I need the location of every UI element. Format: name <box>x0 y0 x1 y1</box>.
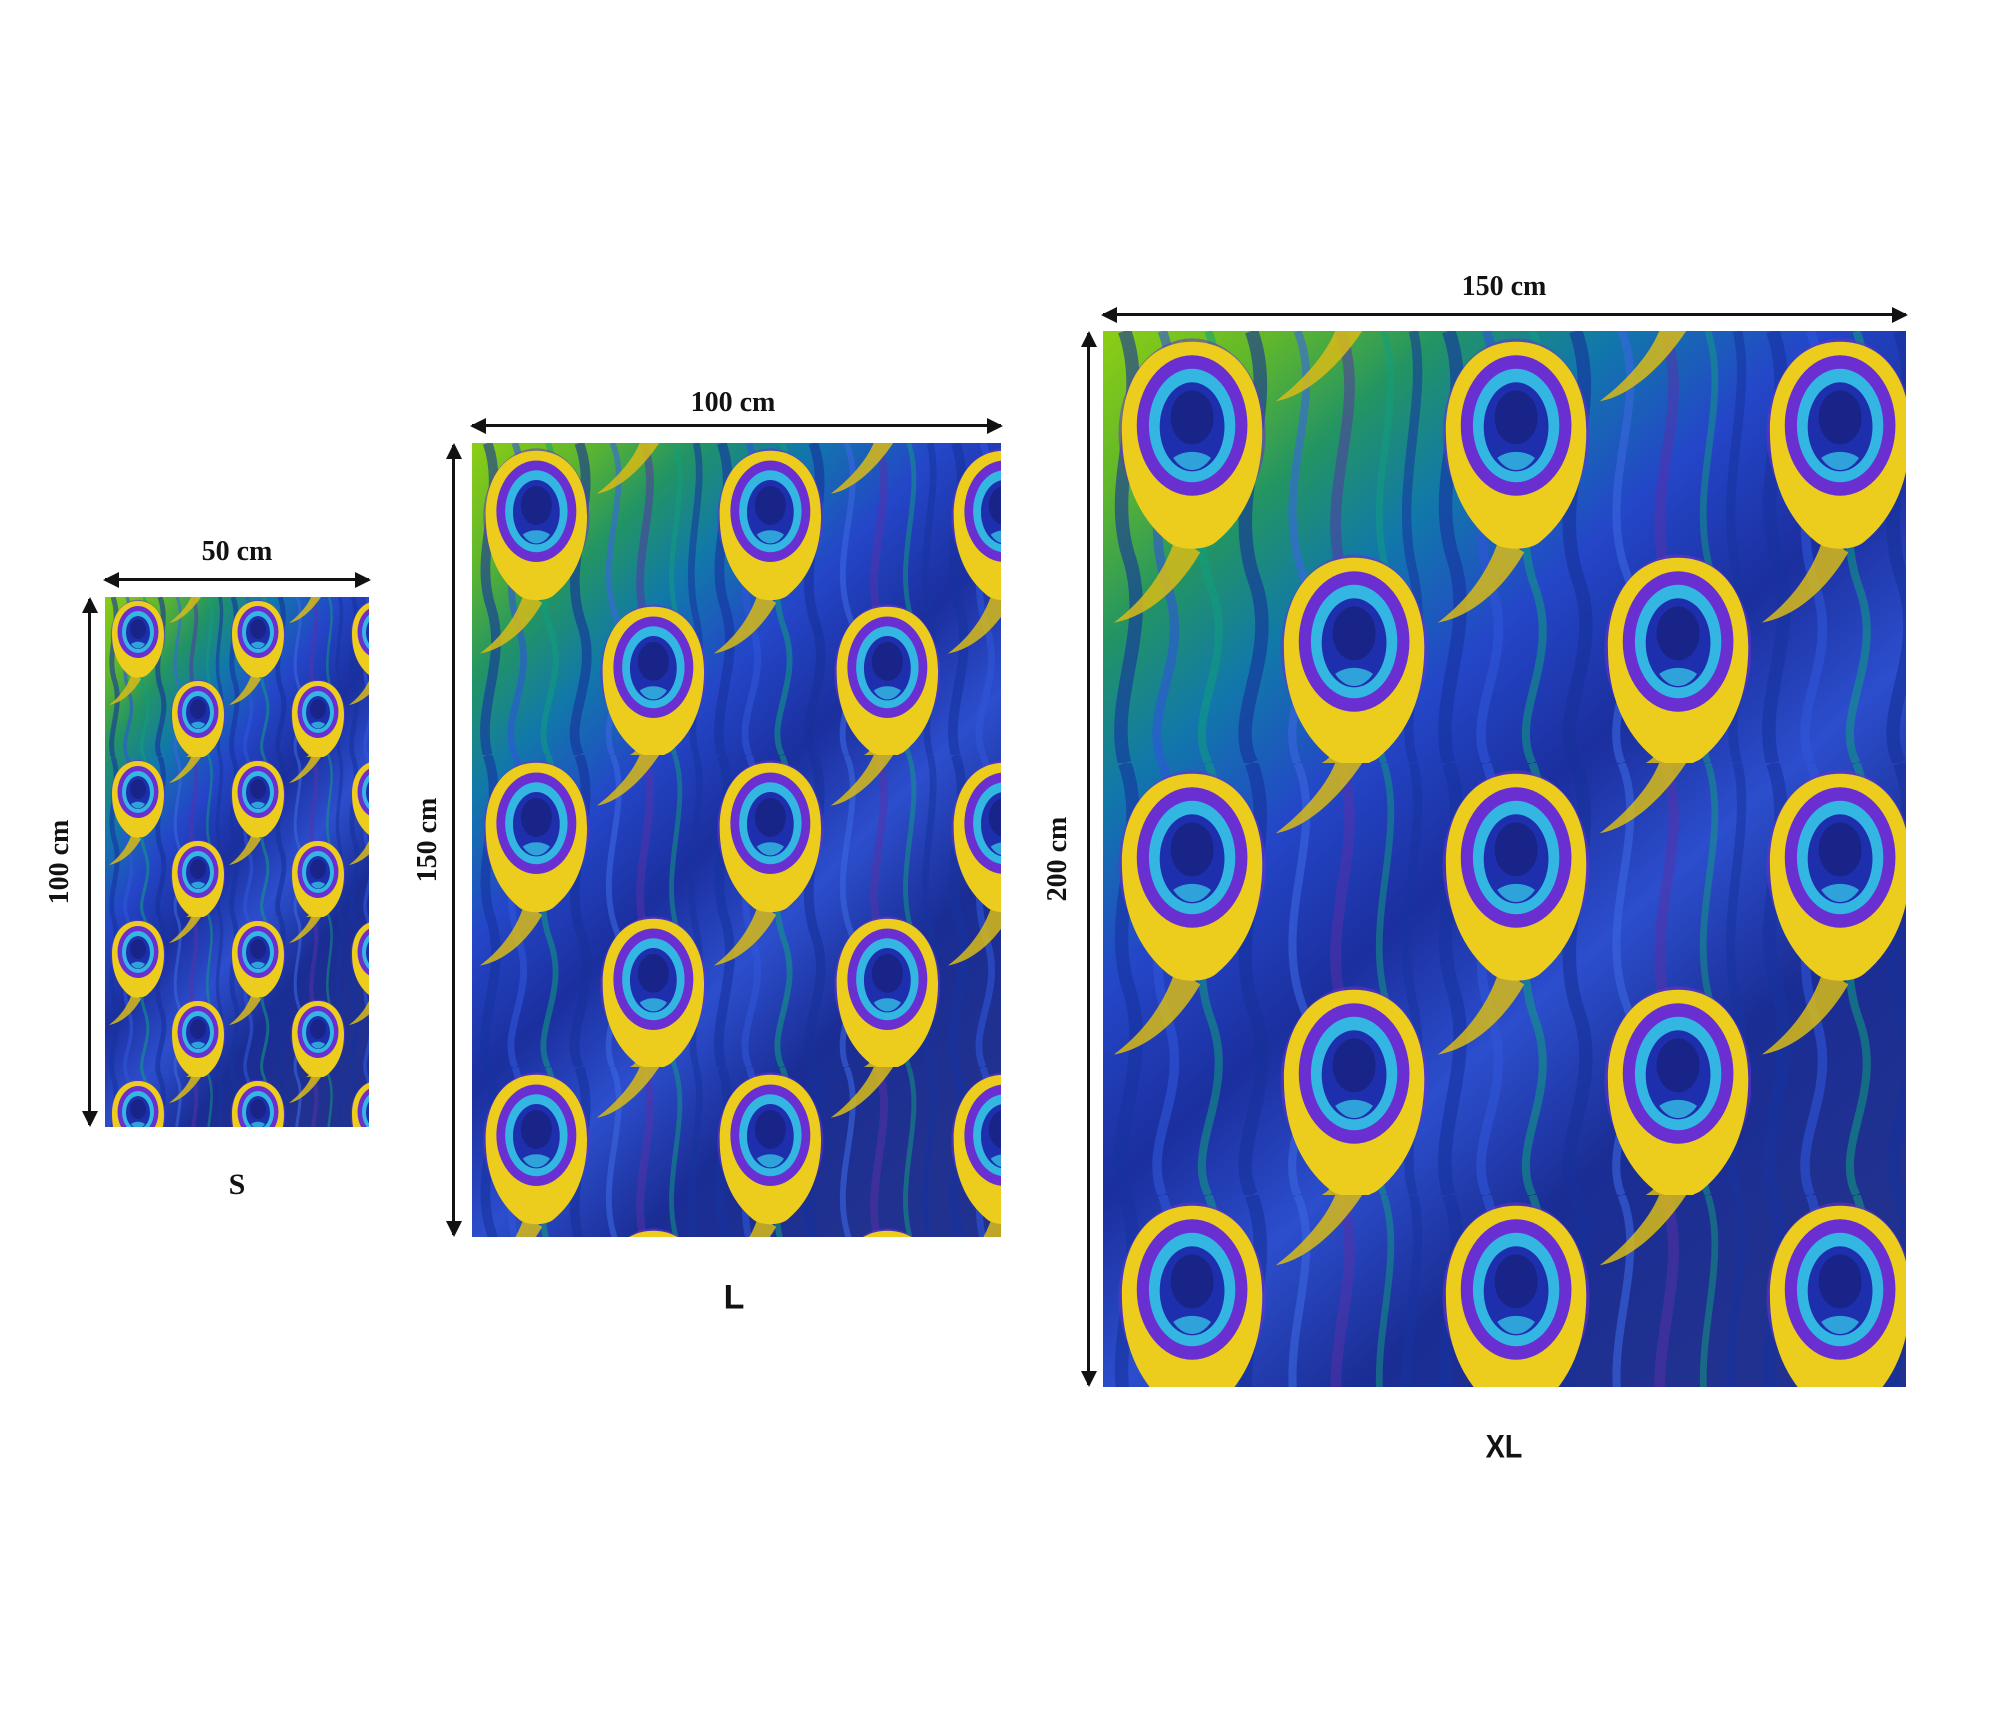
size-label-xl: XL <box>1485 1428 1523 1465</box>
width-arrow-icon <box>1101 306 1908 323</box>
height-dimension-label: 100 cm <box>44 819 75 905</box>
width-dimension-label: 100 cm <box>690 387 776 418</box>
height-arrow-icon <box>81 597 98 1127</box>
width-dimension-label: 50 cm <box>201 536 273 567</box>
height-dimension-label: 200 cm <box>1042 816 1073 902</box>
size-label-l: L <box>723 1278 745 1317</box>
width-dimension-label: 150 cm <box>1461 271 1547 302</box>
fabric-swatch-s <box>105 597 369 1127</box>
size-label-s: S <box>228 1168 246 1201</box>
height-arrow-icon <box>1080 331 1097 1387</box>
fabric-swatch-xl <box>1103 331 1906 1387</box>
width-arrow-icon <box>470 417 1003 434</box>
height-arrow-icon <box>445 443 462 1237</box>
height-dimension-label: 150 cm <box>412 797 443 883</box>
fabric-swatch-l <box>472 443 1001 1237</box>
width-arrow-icon <box>103 571 371 588</box>
